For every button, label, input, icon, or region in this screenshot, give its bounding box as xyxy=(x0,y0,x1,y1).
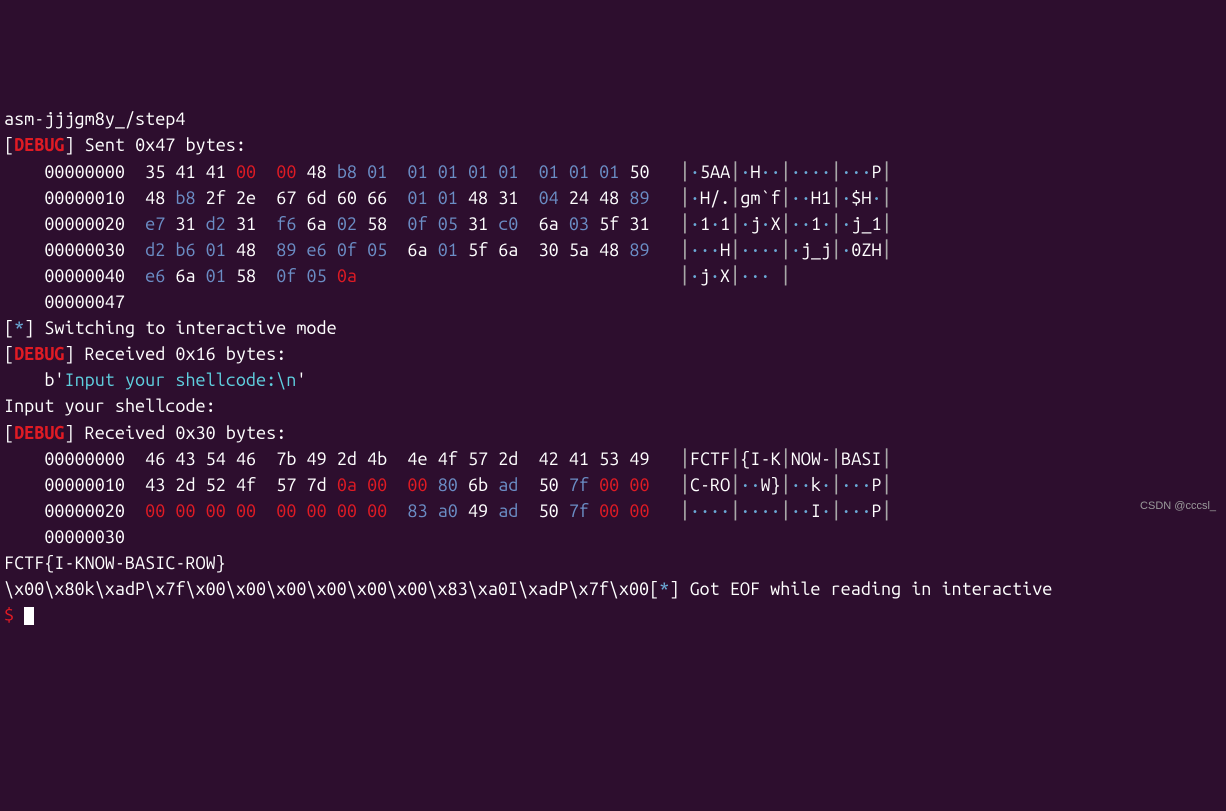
debug-label: DEBUG xyxy=(14,423,64,443)
watermark: CSDN @cccsl_ xyxy=(1140,499,1216,515)
recv2-bytes: 0x30 xyxy=(175,423,215,443)
sent-suffix: bytes: xyxy=(175,135,246,155)
recv-data-prefix: b' xyxy=(4,370,64,390)
debug-label: DEBUG xyxy=(14,135,64,155)
tail-eof: ] Got EOF while reading in interactive xyxy=(669,579,1052,599)
tail-escapes: \x00\x80k\xadP\x7f\x00\x00\x00\x00\x00\x… xyxy=(4,579,649,599)
sent-prefix: ] Sent xyxy=(65,135,136,155)
flag-line: FCTF{I-KNOW-BASIC-ROW} xyxy=(4,553,226,573)
path-line: asm-jjjgm8y_/step4 xyxy=(4,109,185,129)
hexdump-sent: 00000000 35 41 41 00 00 48 b8 01 01 01 0… xyxy=(4,162,892,312)
recv-suffix: bytes: xyxy=(216,344,287,364)
debug-label: DEBUG xyxy=(14,344,64,364)
echo-line: Input your shellcode: xyxy=(4,396,216,416)
recv2-suffix: bytes: xyxy=(216,423,287,443)
recv-prefix: ] Received xyxy=(65,344,176,364)
switch-text: ] Switching to interactive mode xyxy=(24,318,336,338)
shell-prompt[interactable]: $ xyxy=(4,605,14,625)
recv-bytes: 0x16 xyxy=(175,344,215,364)
recv-data-suffix: ' xyxy=(296,370,306,390)
sent-bytes: 0x47 xyxy=(135,135,175,155)
star-icon: * xyxy=(14,318,24,338)
star-icon: * xyxy=(659,579,669,599)
cursor[interactable] xyxy=(24,607,34,625)
bracket: [ xyxy=(4,135,14,155)
recv-data: Input your shellcode:\n xyxy=(64,370,296,390)
recv2-prefix: ] Received xyxy=(65,423,176,443)
hexdump-recv: 00000000 46 43 54 46 7b 49 2d 4b 4e 4f 5… xyxy=(4,449,892,547)
terminal-output: asm-jjjgm8y_/step4 [DEBUG] Sent 0x47 byt… xyxy=(4,106,1222,628)
